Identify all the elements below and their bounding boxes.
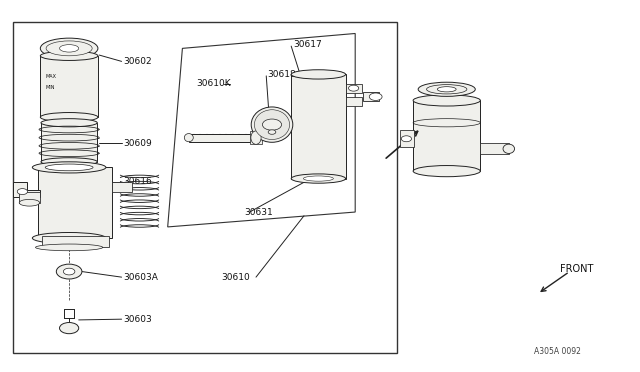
Ellipse shape — [36, 244, 102, 251]
Ellipse shape — [291, 174, 346, 183]
Ellipse shape — [251, 131, 261, 144]
Bar — [291, 74, 346, 179]
Text: 30616: 30616 — [123, 177, 152, 186]
Ellipse shape — [60, 45, 79, 52]
Circle shape — [63, 268, 75, 275]
Ellipse shape — [251, 107, 293, 142]
Bar — [413, 100, 480, 171]
Bar — [346, 84, 362, 93]
Circle shape — [262, 119, 282, 130]
Ellipse shape — [413, 166, 480, 177]
Ellipse shape — [41, 119, 97, 127]
Text: 30610: 30610 — [436, 86, 465, 94]
Circle shape — [17, 189, 28, 195]
Bar — [346, 97, 362, 106]
Text: 30618: 30618 — [268, 70, 296, 79]
Ellipse shape — [426, 84, 467, 94]
Text: 30602: 30602 — [123, 57, 152, 66]
Circle shape — [401, 136, 412, 142]
Text: 30610K: 30610K — [196, 79, 231, 88]
Bar — [38, 167, 112, 238]
Text: 30631: 30631 — [244, 208, 273, 217]
Ellipse shape — [46, 41, 92, 56]
Ellipse shape — [40, 51, 98, 60]
Bar — [13, 22, 397, 353]
Ellipse shape — [437, 87, 456, 92]
Ellipse shape — [413, 95, 480, 106]
Circle shape — [60, 323, 79, 334]
Bar — [480, 143, 509, 154]
Bar — [363, 92, 379, 101]
Bar — [189, 134, 256, 142]
Text: 30609: 30609 — [123, 139, 152, 148]
Ellipse shape — [45, 164, 93, 171]
Bar — [40, 56, 98, 117]
Ellipse shape — [40, 38, 98, 58]
Text: MAX: MAX — [45, 74, 56, 79]
Ellipse shape — [291, 70, 346, 79]
Ellipse shape — [503, 144, 515, 153]
Ellipse shape — [33, 162, 106, 173]
Ellipse shape — [303, 176, 333, 181]
Bar — [250, 131, 262, 144]
Ellipse shape — [418, 82, 476, 96]
Bar — [400, 130, 414, 147]
Text: 30610: 30610 — [221, 273, 250, 282]
Bar — [19, 192, 40, 203]
Ellipse shape — [19, 199, 40, 206]
Polygon shape — [168, 33, 355, 227]
Polygon shape — [13, 182, 40, 197]
Text: MIN: MIN — [45, 85, 55, 90]
Text: FRONT: FRONT — [560, 264, 593, 274]
Bar — [112, 182, 132, 192]
Ellipse shape — [41, 158, 97, 166]
Bar — [41, 123, 97, 162]
Ellipse shape — [40, 112, 98, 122]
Ellipse shape — [255, 110, 290, 140]
Circle shape — [369, 93, 382, 100]
Text: 30603: 30603 — [123, 315, 152, 324]
Circle shape — [56, 264, 82, 279]
Bar — [42, 236, 109, 247]
Text: 30603A: 30603A — [123, 273, 157, 282]
Ellipse shape — [33, 232, 106, 244]
Ellipse shape — [184, 134, 193, 142]
Circle shape — [349, 85, 359, 91]
Text: A305A 0092: A305A 0092 — [534, 347, 581, 356]
Text: 30617: 30617 — [293, 40, 322, 49]
Circle shape — [268, 130, 276, 134]
